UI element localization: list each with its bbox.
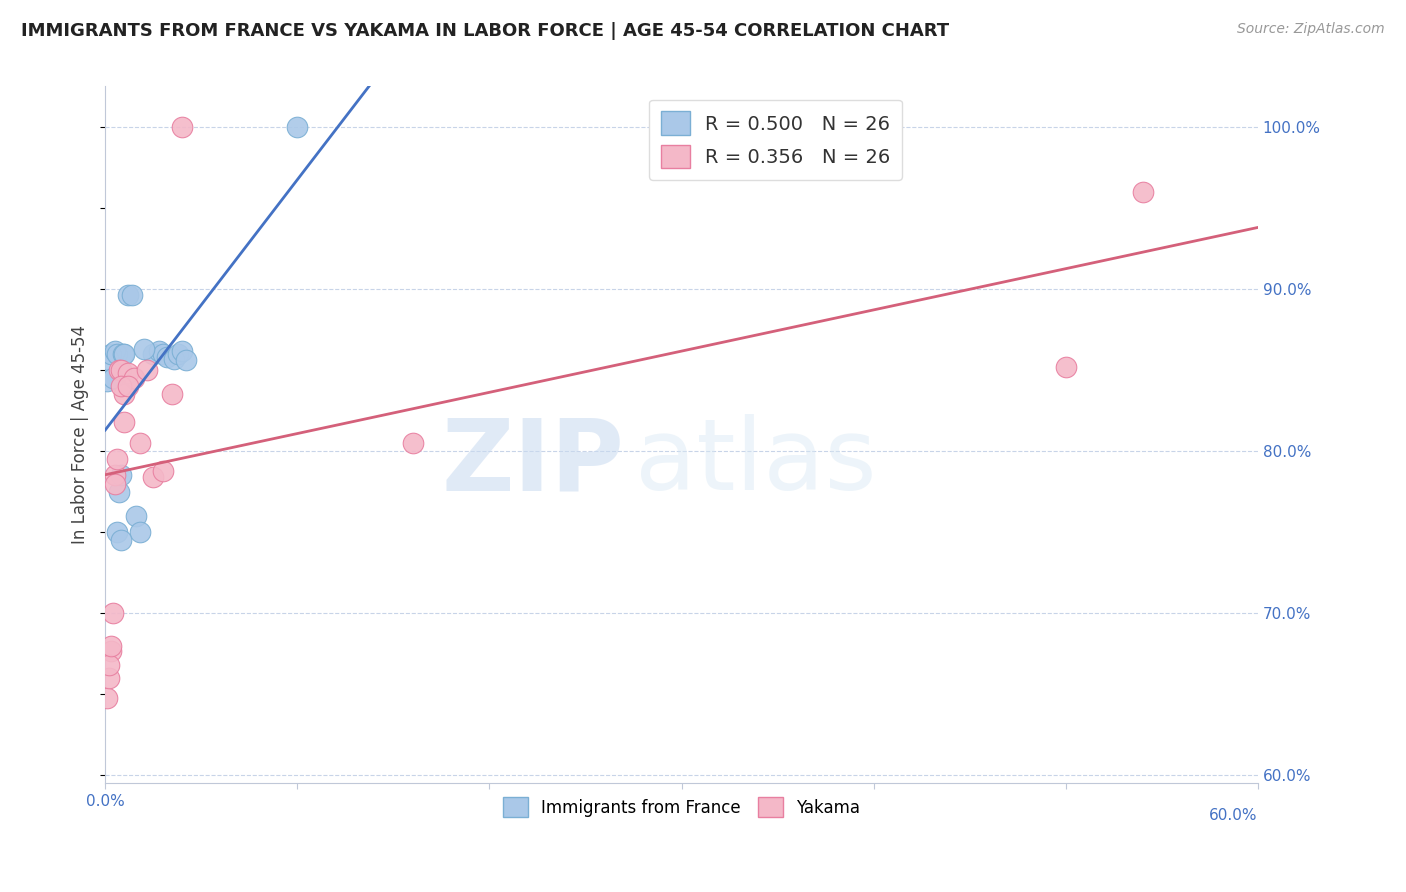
Point	[98, 353, 121, 368]
Point	[156, 350, 179, 364]
Point	[1054, 359, 1077, 374]
Text: IMMIGRANTS FROM FRANCE VS YAKAMA IN LABOR FORCE | AGE 45-54 CORRELATION CHART: IMMIGRANTS FROM FRANCE VS YAKAMA IN LABO…	[21, 22, 949, 40]
Point	[1132, 185, 1154, 199]
Point	[100, 347, 122, 361]
Point	[117, 367, 139, 381]
Point	[104, 343, 127, 358]
Point	[163, 351, 186, 366]
Point	[112, 415, 135, 429]
Point	[142, 347, 165, 361]
Point	[98, 671, 121, 685]
Point	[125, 508, 148, 523]
Point	[152, 464, 174, 478]
Point	[132, 342, 155, 356]
Point	[96, 375, 118, 389]
Point	[105, 347, 128, 361]
Point	[110, 533, 132, 548]
Point	[100, 643, 122, 657]
Point	[142, 470, 165, 484]
Point	[100, 639, 122, 653]
Point	[121, 288, 143, 302]
Point	[128, 436, 150, 450]
Point	[104, 468, 127, 483]
Point	[98, 658, 121, 673]
Point	[170, 120, 193, 134]
Point	[104, 476, 127, 491]
Point	[107, 363, 129, 377]
Point	[110, 363, 132, 377]
Point	[152, 347, 174, 361]
Text: atlas: atlas	[636, 414, 877, 511]
Point	[96, 690, 118, 705]
Text: Source: ZipAtlas.com: Source: ZipAtlas.com	[1237, 22, 1385, 37]
Point	[401, 436, 423, 450]
Point	[136, 363, 159, 377]
Point	[112, 387, 135, 401]
Point	[112, 347, 135, 361]
Point	[117, 288, 139, 302]
Y-axis label: In Labor Force | Age 45-54: In Labor Force | Age 45-54	[72, 326, 89, 544]
Point	[117, 379, 139, 393]
Point	[285, 120, 308, 134]
Point	[110, 379, 132, 393]
Point	[105, 525, 128, 540]
Point	[105, 452, 128, 467]
Point	[162, 387, 184, 401]
Point	[170, 343, 193, 358]
Point	[111, 347, 134, 361]
Legend: Immigrants from France, Yakama: Immigrants from France, Yakama	[496, 790, 866, 824]
Point	[148, 343, 170, 358]
Text: ZIP: ZIP	[441, 414, 624, 511]
Text: 60.0%: 60.0%	[1209, 808, 1258, 823]
Point	[101, 371, 124, 385]
Point	[110, 468, 132, 483]
Point	[122, 371, 145, 385]
Point	[128, 525, 150, 540]
Point	[101, 607, 124, 621]
Point	[107, 484, 129, 499]
Point	[174, 353, 197, 368]
Point	[167, 347, 190, 361]
